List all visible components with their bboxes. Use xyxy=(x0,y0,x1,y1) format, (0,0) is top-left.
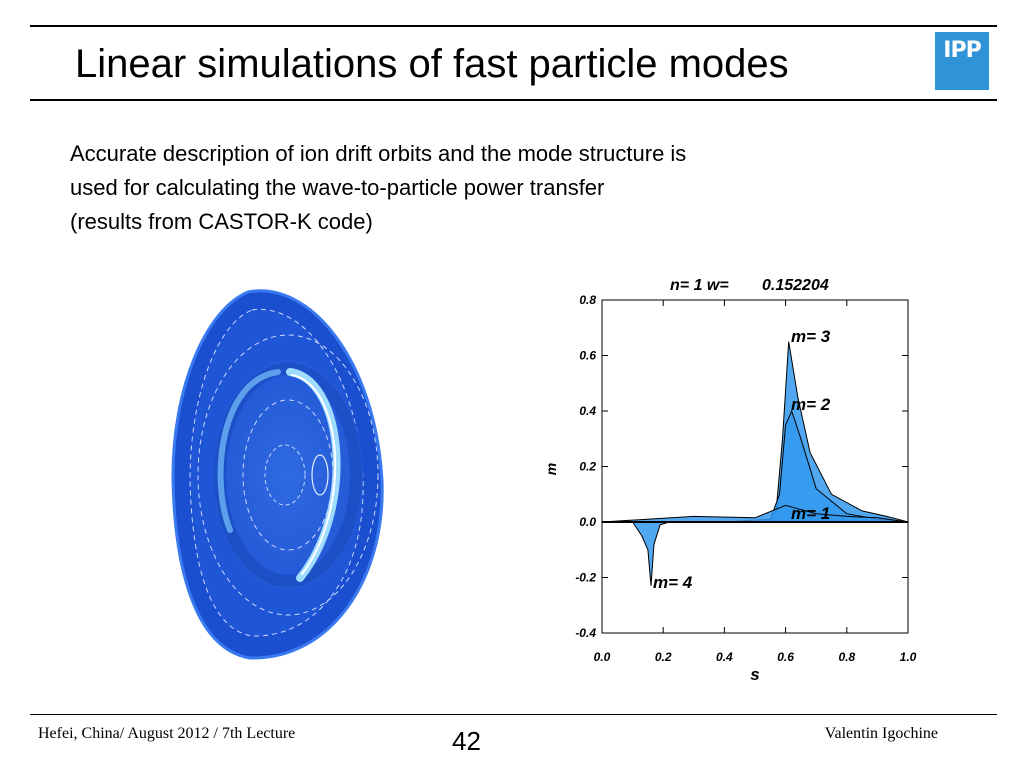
x-tick-label: 0.8 xyxy=(838,650,855,664)
footer-event: Hefei, China/ August 2012 / 7th Lecture xyxy=(38,725,296,742)
y-tick-labels: 0.8 0.6 0.4 0.2 0.0 -0.2 -0.4 xyxy=(575,293,596,640)
series-label-m1: m= 1 xyxy=(791,504,830,523)
body-line-3: (results from CASTOR-K code) xyxy=(70,209,373,234)
x-tick-label: 1.0 xyxy=(900,650,917,664)
page-number: 42 xyxy=(452,726,481,756)
chart-title: n= 1 w= xyxy=(670,277,729,294)
plasma-cross-section-image xyxy=(171,289,384,660)
x-tick-label: 0.0 xyxy=(594,650,611,664)
x-tick-labels: 0.0 0.2 0.4 0.6 0.8 1.0 xyxy=(594,650,917,664)
body-line-1: Accurate description of ion drift orbits… xyxy=(70,141,687,166)
series-label-m3: m= 3 xyxy=(791,327,831,346)
y-tick-label: 0.8 xyxy=(579,293,596,307)
series-areas xyxy=(601,341,909,586)
mode-structure-chart: n= 1 w= 0.152204 0.8 0.6 0.4 0.2 0.0 -0.… xyxy=(543,277,917,684)
footer-rule xyxy=(30,714,997,715)
ipp-logo: IPP xyxy=(935,32,989,90)
title-bottom-rule xyxy=(30,99,997,101)
x-axis-label: s xyxy=(750,665,759,684)
y-axis-label: m xyxy=(543,463,559,475)
series-label-m2: m= 2 xyxy=(791,395,831,414)
slide-title: Linear simulations of fast particle mode… xyxy=(75,42,789,86)
y-tick-label: 0.4 xyxy=(579,404,596,418)
chart-title-value: 0.152204 xyxy=(762,277,829,294)
footer-author: Valentin Igochine xyxy=(824,725,938,742)
body-text: Accurate description of ion drift orbits… xyxy=(70,137,686,239)
logo-text: IPP xyxy=(943,38,981,63)
x-tick-label: 0.4 xyxy=(716,650,733,664)
series-area-m-1 xyxy=(601,504,909,523)
y-tick-label: 0.0 xyxy=(579,515,596,529)
y-tick-label: 0.2 xyxy=(579,460,596,474)
y-tick-label: -0.4 xyxy=(575,626,596,640)
y-tick-label: 0.6 xyxy=(579,349,596,363)
title-top-rule xyxy=(30,25,997,27)
x-tick-label: 0.2 xyxy=(655,650,672,664)
body-line-2: used for calculating the wave-to-particl… xyxy=(70,175,605,200)
series-label-m4: m= 4 xyxy=(653,573,693,592)
x-tick-label: 0.6 xyxy=(777,650,794,664)
axis-ticks xyxy=(601,299,909,634)
plot-frame xyxy=(601,299,909,634)
y-tick-label: -0.2 xyxy=(575,571,596,585)
